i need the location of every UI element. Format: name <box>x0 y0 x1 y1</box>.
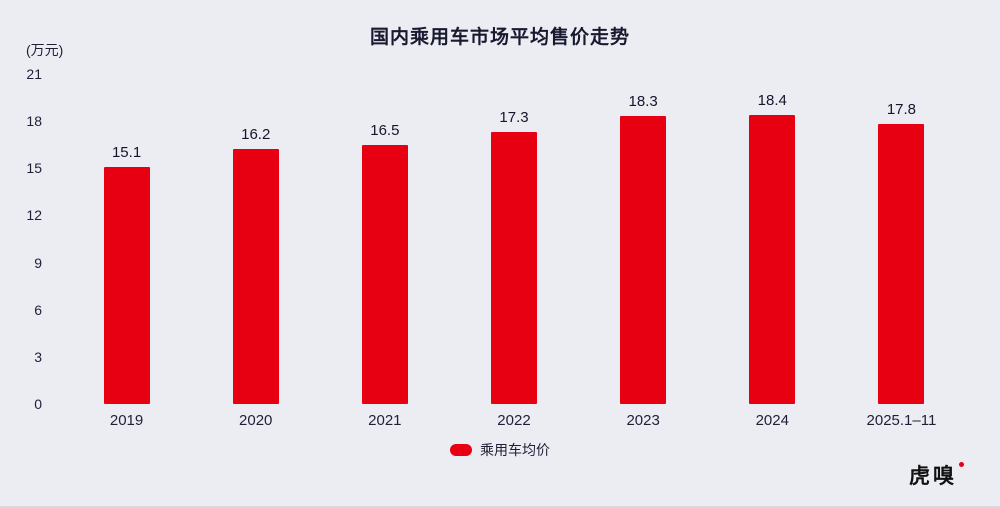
x-axis-label: 2024 <box>755 412 789 429</box>
y-axis-tick-label: 3 <box>34 348 42 365</box>
x-axis-label: 2025.1–11 <box>866 412 937 429</box>
bar-group: 15.1 <box>62 74 191 404</box>
legend-label: 乘用车均价 <box>480 442 550 458</box>
huxiu-logo: 虎嗅 <box>909 460 964 490</box>
y-axis-tick-label: 12 <box>26 207 42 224</box>
bar-group: 18.3 <box>579 74 708 404</box>
x-axis-label: 2023 <box>626 412 660 429</box>
bar <box>490 132 537 404</box>
bar <box>620 116 667 404</box>
bar-group: 16.5 <box>320 74 449 404</box>
y-axis-tick-label: 0 <box>34 396 42 412</box>
y-axis-unit-label: (万元) <box>26 42 64 58</box>
bar-value-label: 16.5 <box>370 121 400 139</box>
bar-group: 16.2 <box>191 74 320 404</box>
logo-red-dot-icon <box>959 462 964 467</box>
x-axis-label: 2020 <box>239 412 273 429</box>
bar-group: 18.4 <box>708 74 837 404</box>
legend: 乘用车均价 <box>0 440 1000 460</box>
bar <box>232 149 279 404</box>
bar <box>361 144 408 404</box>
x-axis: 2019 2020 2021 2022 2023 2024 2025.1–11 <box>62 412 966 429</box>
bar-value-label: 17.3 <box>499 109 529 127</box>
bar-value-label: 18.4 <box>757 91 787 109</box>
bar-group: 17.8 <box>837 74 966 404</box>
bars-container: 15.1 16.2 16.5 17.3 18.3 18.4 17.8 <box>62 74 966 404</box>
bar-value-label: 18.3 <box>628 93 658 111</box>
y-axis-tick-label: 21 <box>26 66 42 82</box>
logo-text: 虎嗅 <box>909 464 957 488</box>
x-axis-label: 2022 <box>497 412 531 429</box>
chart-title: 国内乘用车市场平均售价走势 <box>369 27 630 48</box>
bar-group: 17.3 <box>449 74 578 404</box>
y-axis: 0 3 6 9 12 15 18 21 <box>0 66 48 412</box>
bar-value-label: 17.8 <box>886 101 917 119</box>
x-axis-label: 2021 <box>368 412 402 429</box>
bar <box>749 114 796 404</box>
y-axis-tick-label: 15 <box>26 160 42 177</box>
y-axis-tick-label: 18 <box>26 113 42 130</box>
bar <box>878 124 925 404</box>
x-axis-label: 2019 <box>109 412 144 429</box>
legend-swatch <box>450 444 472 456</box>
bar-value-label: 15.1 <box>111 143 142 161</box>
y-axis-tick-label: 6 <box>34 301 42 318</box>
plot-area: 15.1 16.2 16.5 17.3 18.3 18.4 17.8 <box>62 74 966 404</box>
bar-value-label: 16.2 <box>241 126 271 144</box>
y-axis-tick-label: 9 <box>34 254 42 271</box>
bar <box>103 166 150 404</box>
